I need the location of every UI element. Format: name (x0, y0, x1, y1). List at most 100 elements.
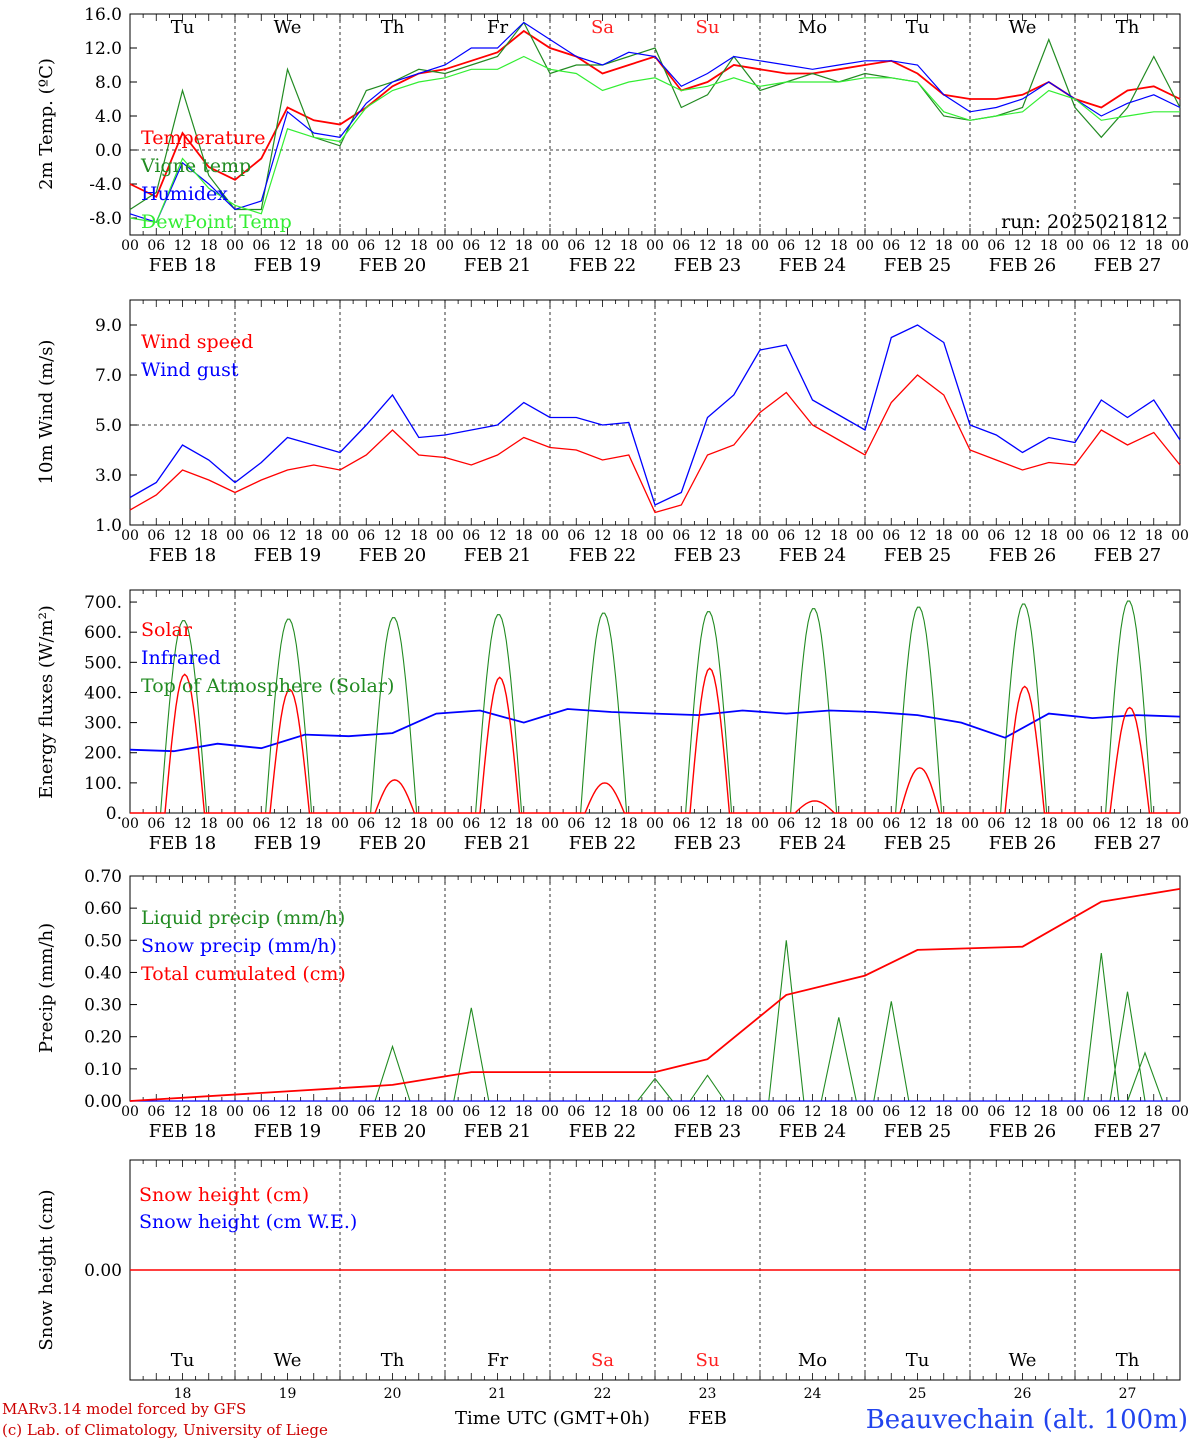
y-tick-label: 300. (84, 714, 122, 734)
y-axis-title: 10m Wind (m/s) (36, 340, 57, 485)
x-hour-label: 12 (1119, 1104, 1137, 1120)
y-axis-title: 2m Temp. (ºC) (36, 58, 57, 190)
x-hour-label: 06 (567, 238, 585, 254)
x-hour-label: 06 (672, 238, 690, 254)
x-date-label: FEB 22 (569, 255, 636, 276)
x-hour-label: 00 (961, 528, 979, 544)
x-date-label: FEB 21 (464, 833, 531, 854)
x-hour-label: 06 (252, 816, 270, 832)
x-hour-label: 00 (541, 238, 559, 254)
x-date-label: FEB 23 (674, 255, 741, 276)
x-date-label: FEB 19 (254, 255, 321, 276)
y-tick-label: 0.10 (84, 1060, 122, 1080)
series-line-total-cumulated (129, 888, 1181, 1102)
legend-snow-height: Snow height (cm) (139, 1184, 309, 1206)
day-number: 27 (1119, 1386, 1137, 1402)
x-hour-label: 18 (935, 1104, 953, 1120)
x-hour-label: 00 (331, 238, 349, 254)
x-hour-label: 00 (1171, 238, 1189, 254)
x-hour-label: 06 (672, 1104, 690, 1120)
day-abbrev-bottom: We (274, 1350, 302, 1371)
x-hour-label: 18 (515, 528, 533, 544)
credit-line-1: MARv3.14 model forced by GFS (2, 1400, 246, 1418)
x-hour-label: 18 (1145, 1104, 1163, 1120)
x-date-label: FEB 18 (149, 1121, 216, 1142)
x-hour-label: 00 (646, 238, 664, 254)
x-hour-label: 00 (961, 816, 979, 832)
legend-temperature: Temperature (141, 127, 265, 149)
y-tick-label: 0.30 (84, 996, 122, 1016)
legend-humidex: Humidex (141, 183, 228, 205)
y-tick-label: 9.0 (95, 316, 122, 336)
day-abbrev-top: Tu (171, 17, 195, 38)
legend-snow-height-we: Snow height (cm W.E.) (139, 1211, 357, 1233)
x-hour-label: 18 (725, 1104, 743, 1120)
series-line-dewpoint-temp (129, 55, 1180, 223)
x-axis-title: Time UTC (GMT+0h) (455, 1408, 650, 1429)
x-hour-label: 18 (200, 816, 218, 832)
x-hour-label: 18 (1145, 238, 1163, 254)
day-number: 18 (174, 1386, 192, 1402)
y-tick-label: 0.40 (84, 963, 122, 983)
x-hour-label: 18 (1040, 1104, 1058, 1120)
y-tick-label: 0. (106, 804, 122, 824)
legend-wind-speed: Wind speed (141, 331, 253, 353)
x-hour-label: 00 (646, 528, 664, 544)
x-hour-label: 00 (856, 816, 874, 832)
x-hour-label: 18 (515, 816, 533, 832)
day-number: 24 (804, 1386, 822, 1402)
x-hour-label: 00 (1066, 528, 1084, 544)
y-tick-label: 0.00 (84, 1261, 122, 1281)
x-hour-label: 12 (489, 238, 507, 254)
x-hour-label: 12 (384, 816, 402, 832)
x-hour-label: 18 (1145, 816, 1163, 832)
x-hour-label: 00 (856, 528, 874, 544)
x-hour-label: 06 (567, 528, 585, 544)
x-hour-label: 00 (541, 816, 559, 832)
x-hour-label: 06 (357, 528, 375, 544)
day-abbrev-top: Th (1116, 17, 1140, 38)
x-date-label: FEB 24 (779, 1121, 846, 1142)
y-tick-label: -8.0 (89, 209, 122, 229)
series-line-wind-speed (129, 374, 1181, 514)
x-hour-label: 06 (357, 238, 375, 254)
day-abbrev-bottom: Tu (171, 1350, 195, 1371)
x-date-label: FEB 26 (989, 545, 1056, 566)
x-hour-label: 00 (541, 528, 559, 544)
x-date-label: FEB 22 (569, 833, 636, 854)
x-hour-label: 00 (1066, 1104, 1084, 1120)
x-hour-label: 12 (489, 1104, 507, 1120)
x-hour-label: 12 (804, 238, 822, 254)
x-hour-label: 06 (777, 1104, 795, 1120)
station-name: Beauvechain (alt. 100m) (866, 1405, 1188, 1435)
x-hour-label: 00 (856, 1104, 874, 1120)
x-hour-label: 06 (777, 528, 795, 544)
legend-total-cumulated: Total cumulated (cm) (141, 963, 346, 985)
day-number: 25 (909, 1386, 927, 1402)
x-hour-label: 06 (147, 528, 165, 544)
x-date-label: FEB 24 (779, 833, 846, 854)
y-axis-title: Precip (mm/h) (36, 923, 57, 1053)
x-hour-label: 12 (699, 1104, 717, 1120)
day-number: 20 (384, 1386, 402, 1402)
x-date-label: FEB 18 (149, 545, 216, 566)
run-annotation: run: 2025021812 (1001, 211, 1168, 233)
x-hour-label: 18 (1040, 816, 1058, 832)
day-abbrev-bottom: Th (381, 1350, 405, 1371)
x-hour-label: 18 (620, 238, 638, 254)
x-hour-label: 00 (226, 528, 244, 544)
day-abbrev-top: Sa (591, 17, 614, 38)
x-hour-label: 00 (1171, 528, 1189, 544)
y-axis-title: Snow height (cm) (36, 1189, 57, 1350)
x-hour-label: 18 (410, 528, 428, 544)
x-hour-label: 12 (1119, 238, 1137, 254)
y-tick-label: 700. (84, 593, 122, 613)
day-number: 21 (489, 1386, 507, 1402)
x-hour-label: 12 (489, 816, 507, 832)
x-hour-label: 06 (357, 816, 375, 832)
x-hour-label: 12 (279, 1104, 297, 1120)
day-number: 26 (1014, 1386, 1032, 1402)
x-date-label: FEB 19 (254, 1121, 321, 1142)
x-hour-label: 12 (1119, 816, 1137, 832)
